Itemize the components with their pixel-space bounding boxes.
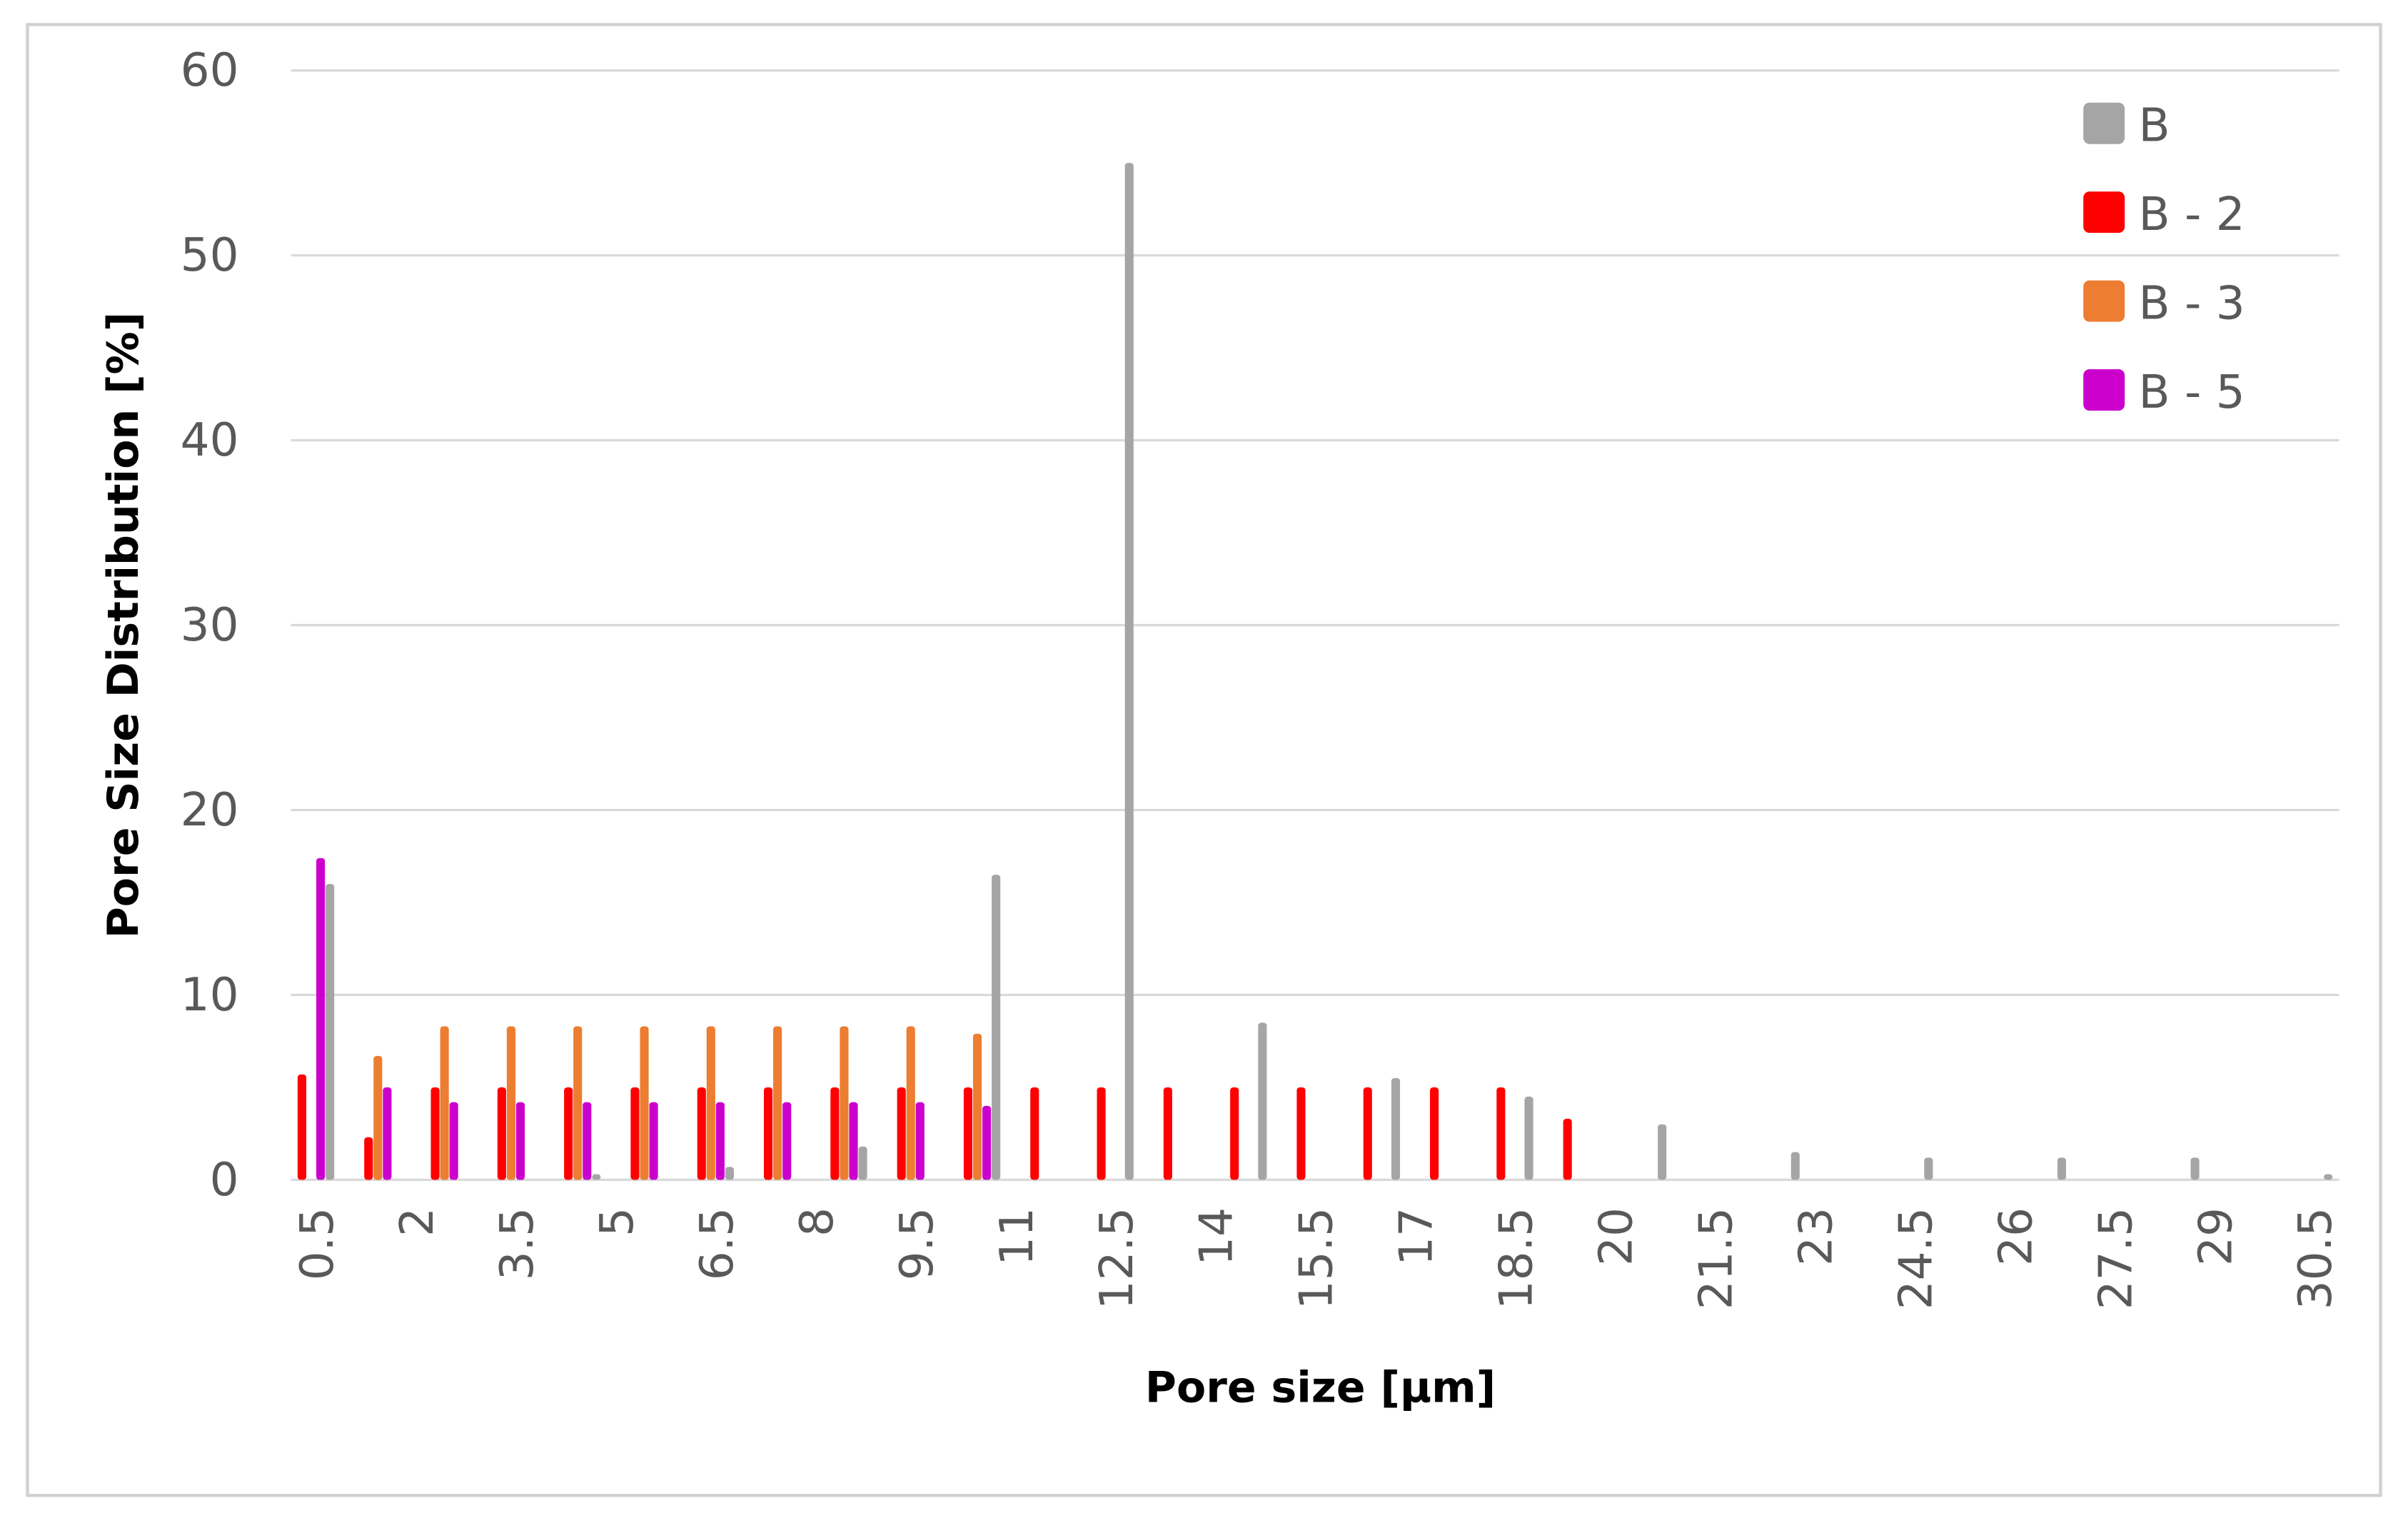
x-tick-label: 23 xyxy=(1789,1207,1843,1266)
x-tick-label: 8 xyxy=(790,1207,844,1237)
bar xyxy=(506,1026,515,1180)
bar xyxy=(1163,1087,1172,1180)
y-tick-label: 30 xyxy=(181,598,239,652)
bar xyxy=(1391,1077,1401,1180)
bar xyxy=(849,1102,858,1180)
bar xyxy=(915,1102,925,1180)
chart-frame xyxy=(26,23,2382,1497)
x-tick-label: 29 xyxy=(2189,1207,2242,1266)
bar xyxy=(858,1146,867,1180)
bar xyxy=(1496,1087,1506,1180)
bar xyxy=(1524,1096,1533,1180)
x-tick-label: 27.5 xyxy=(2089,1207,2142,1310)
legend-marker xyxy=(2083,369,2125,411)
bar xyxy=(326,884,335,1180)
bar xyxy=(1097,1087,1106,1180)
legend-label: B xyxy=(2138,99,2170,152)
x-tick-label: 5 xyxy=(590,1207,644,1237)
bar xyxy=(1124,163,1134,1180)
x-tick-label: 24.5 xyxy=(1889,1207,1943,1310)
legend-label: B - 3 xyxy=(2138,276,2245,330)
bar xyxy=(573,1026,583,1180)
bar xyxy=(963,1087,973,1180)
bar xyxy=(1790,1152,1800,1180)
legend-marker xyxy=(2083,102,2125,144)
bar xyxy=(715,1102,725,1180)
bar xyxy=(297,1074,307,1180)
bar xyxy=(515,1102,525,1180)
bar xyxy=(316,858,326,1180)
x-tick-label: 2 xyxy=(391,1207,444,1237)
x-axis-title: Pore size [µm] xyxy=(1145,1362,1496,1412)
bar xyxy=(2190,1157,2200,1180)
legend-label: B - 2 xyxy=(2138,188,2245,241)
bar xyxy=(830,1087,840,1180)
bar xyxy=(364,1137,373,1180)
bar xyxy=(497,1087,506,1180)
bar xyxy=(782,1102,792,1180)
x-tick-label: 9.5 xyxy=(890,1207,944,1280)
bar xyxy=(430,1087,440,1180)
bar xyxy=(1030,1087,1039,1180)
bar xyxy=(840,1026,849,1180)
x-tick-label: 26 xyxy=(1989,1207,2042,1266)
bar xyxy=(440,1026,449,1180)
bar xyxy=(992,875,1001,1180)
x-tick-label: 11 xyxy=(990,1207,1044,1266)
bar xyxy=(564,1087,573,1180)
legend-marker xyxy=(2083,280,2125,322)
bar xyxy=(706,1026,715,1180)
legend-marker xyxy=(2083,191,2125,233)
bar xyxy=(1258,1022,1267,1180)
x-tick-label: 3.5 xyxy=(490,1207,544,1280)
y-tick-label: 40 xyxy=(181,413,239,467)
x-tick-label: 21.5 xyxy=(1689,1207,1743,1310)
bar xyxy=(906,1026,915,1180)
bar xyxy=(640,1026,649,1180)
x-tick-label: 30.5 xyxy=(2289,1207,2342,1310)
y-tick-label: 10 xyxy=(181,968,239,1022)
x-tick-label: 12.5 xyxy=(1090,1207,1144,1310)
bar xyxy=(982,1105,992,1180)
y-tick-label: 20 xyxy=(181,783,239,837)
bar xyxy=(897,1087,906,1180)
x-tick-label: 17 xyxy=(1390,1207,1444,1266)
bar xyxy=(2057,1157,2067,1180)
x-tick-label: 14 xyxy=(1190,1207,1244,1266)
bar xyxy=(972,1033,982,1180)
x-tick-label: 0.5 xyxy=(291,1207,344,1280)
x-tick-label: 20 xyxy=(1590,1207,1643,1266)
bar xyxy=(373,1055,383,1180)
bar xyxy=(583,1102,592,1180)
bar xyxy=(764,1087,773,1180)
x-tick-label: 6.5 xyxy=(690,1207,744,1280)
legend-label: B - 5 xyxy=(2138,366,2245,419)
bar xyxy=(1363,1087,1372,1180)
bar xyxy=(630,1087,640,1180)
bar xyxy=(1230,1087,1239,1180)
bar xyxy=(1658,1124,1667,1180)
bar xyxy=(725,1167,735,1180)
y-tick-label: 60 xyxy=(181,44,239,97)
bar xyxy=(773,1026,782,1180)
bar xyxy=(1924,1157,1933,1180)
bar xyxy=(1296,1087,1306,1180)
bar xyxy=(2324,1174,2333,1180)
bar xyxy=(383,1087,392,1180)
bar xyxy=(1563,1118,1572,1180)
x-tick-label: 18.5 xyxy=(1490,1207,1543,1310)
x-tick-label: 15.5 xyxy=(1290,1207,1344,1310)
bar xyxy=(649,1102,658,1180)
y-tick-label: 0 xyxy=(210,1153,239,1207)
y-axis-title: Pore Size Distribution [%] xyxy=(99,312,148,938)
y-tick-label: 50 xyxy=(181,228,239,282)
bar xyxy=(1430,1087,1439,1180)
bar xyxy=(449,1102,458,1180)
bar xyxy=(592,1174,601,1180)
bar xyxy=(697,1087,706,1180)
